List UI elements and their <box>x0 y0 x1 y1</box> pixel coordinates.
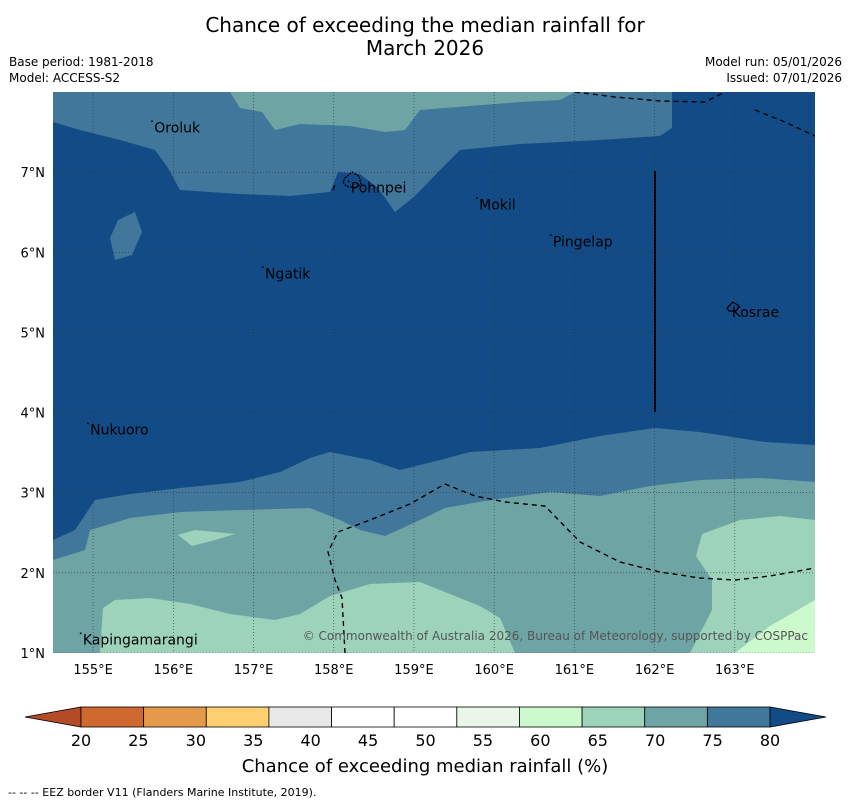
colorbar-segment <box>706 706 771 728</box>
issued-date: Issued: 07/01/2026 <box>726 71 842 85</box>
place-kapingamarangi: Kapingamarangi <box>79 632 198 649</box>
band-above-80 <box>53 92 815 540</box>
place-marker <box>87 422 89 425</box>
colorbar-tick-label: 35 <box>243 731 263 750</box>
colorbar-label: Chance of exceeding median rainfall (%) <box>242 756 609 777</box>
colorbar-segment <box>581 706 646 728</box>
lon-tick-label: 161°E <box>555 663 595 678</box>
axis-tick-labels: 155°E 156°E 157°E 158°E 159°E 160°E 161°E 162°E… <box>21 166 755 678</box>
lat-tick-label: 3°N <box>21 487 46 502</box>
band-65-70-southwest <box>100 582 515 653</box>
eez-footnote: -- -- -- EEZ border V11 (Flanders Marine… <box>8 786 317 799</box>
colorbar-tick-label: 25 <box>128 731 148 750</box>
lat-tick-label: 1°N <box>21 647 46 662</box>
pohnpei-island <box>342 171 362 189</box>
place-pohnpei: Pohnpei <box>347 180 407 197</box>
lon-tick-label: 157°E <box>234 663 274 678</box>
place-marker <box>261 266 264 268</box>
colorbar-segment <box>205 706 270 728</box>
place-label: Pingelap <box>553 234 613 250</box>
colorbar-segment <box>519 706 583 728</box>
colorbar-tick-label: 55 <box>473 731 493 750</box>
lon-tick-label: 160°E <box>474 663 514 678</box>
colorbar-segment <box>644 706 708 728</box>
lon-tick-label: 156°E <box>154 663 194 678</box>
place-ngatik: Ngatik <box>261 266 311 282</box>
band-70-75-south <box>53 478 815 653</box>
place-label: Mokil <box>479 197 516 213</box>
place-mokil: Mokil <box>476 197 516 213</box>
lon-tick-label: 159°E <box>394 663 434 678</box>
colorbar-tick-label: 30 <box>186 731 206 750</box>
colorbar-tick-label: 80 <box>760 731 780 750</box>
colorbar-tick-label: 75 <box>702 731 722 750</box>
colorbar-segment <box>80 706 145 728</box>
lat-tick-label: 2°N <box>21 567 46 582</box>
colorbar-segment <box>393 706 458 728</box>
place-label: Kosrae <box>732 305 779 321</box>
model-run: Model run: 05/01/2026 <box>704 55 842 69</box>
kosrae-island <box>726 301 740 312</box>
place-label: Pohnpei <box>351 181 407 197</box>
title-line2: March 2026 <box>365 36 485 60</box>
colorbar-segment <box>268 706 332 728</box>
place-marker <box>151 120 153 123</box>
colorbar-tick-label: 70 <box>645 731 665 750</box>
colorbar-segment <box>331 706 395 728</box>
place-label: Oroluk <box>154 120 201 136</box>
colorbar-tick-label: 45 <box>358 731 378 750</box>
place-nukuoro: Nukuoro <box>87 422 149 439</box>
colorbar-tick-label: 50 <box>415 731 435 750</box>
copyright-text: © Commonwealth of Australia 2026, Bureau… <box>303 629 808 643</box>
lat-tick-label: 5°N <box>21 326 46 341</box>
model-name: Model: ACCESS-S2 <box>9 71 121 85</box>
lon-tick-label: 163°E <box>715 663 755 678</box>
place-marker <box>347 180 350 183</box>
colorbar-tick-label: 65 <box>588 731 608 750</box>
lon-tick-label: 158°E <box>314 663 354 678</box>
colorbar-segment <box>456 706 520 728</box>
place-label: Ngatik <box>265 266 311 282</box>
place-kosrae: Kosrae <box>728 304 779 321</box>
place-label: Nukuoro <box>90 423 148 439</box>
place-marker <box>79 632 82 635</box>
colorbar-tick-label: 20 <box>71 731 91 750</box>
lon-tick-label: 162°E <box>635 663 675 678</box>
band-70-75-north <box>230 92 575 132</box>
colorbar-segment <box>143 706 207 728</box>
band-60-65-corner <box>735 600 815 653</box>
base-period: Base period: 1981-2018 <box>9 55 154 69</box>
place-marker <box>476 197 478 199</box>
colorbar-extend-high <box>769 706 827 728</box>
colorbar-extend-low <box>24 706 82 728</box>
colorbar-tick-label: 40 <box>300 731 320 750</box>
place-oroluk: Oroluk <box>151 120 201 136</box>
lon-tick-label: 155°E <box>73 663 113 678</box>
title-line1: Chance of exceeding the median rainfall … <box>205 13 645 37</box>
colorbar: 20 25 30 35 40 45 50 55 60 65 70 75 80 <box>24 706 827 750</box>
place-marker <box>728 304 731 307</box>
band-65-70-patch <box>178 530 235 546</box>
place-pingelap: Pingelap <box>549 234 613 250</box>
probability-fill: Oroluk Pohnpei Mokil Pingelap Ngatik Kosrae Nu… <box>53 92 815 653</box>
colorbar-tick-label: 60 <box>530 731 550 750</box>
place-marker <box>549 234 552 236</box>
lat-tick-label: 7°N <box>21 166 46 181</box>
lat-tick-label: 4°N <box>21 407 46 422</box>
band-75-80-patch <box>110 212 142 260</box>
place-label: Kapingamarangi <box>83 633 198 649</box>
gridlines <box>53 92 815 653</box>
place-labels: Oroluk Pohnpei Mokil Pingelap Ngatik Kosrae Nu… <box>79 120 779 649</box>
lat-tick-label: 6°N <box>21 246 46 261</box>
